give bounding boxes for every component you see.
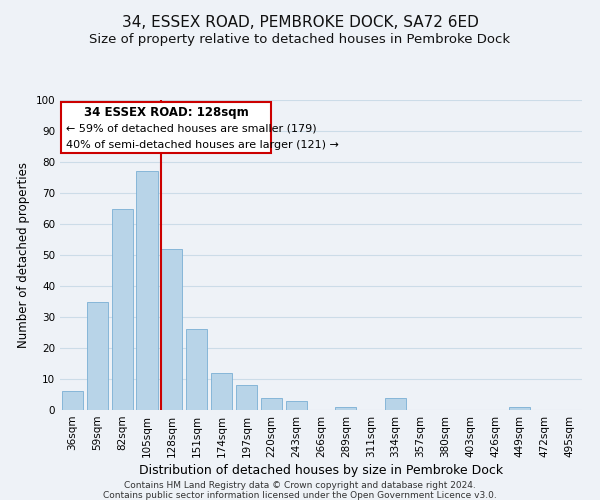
Bar (335, 407, 356, 410)
Text: 34 ESSEX ROAD: 128sqm: 34 ESSEX ROAD: 128sqm (84, 106, 248, 119)
Text: ← 59% of detached houses are smaller (179): ← 59% of detached houses are smaller (17… (66, 123, 317, 133)
FancyBboxPatch shape (61, 102, 271, 152)
Bar (509, 407, 530, 410)
Bar (136, 172, 158, 410)
Bar (286, 400, 307, 410)
Y-axis label: Number of detached properties: Number of detached properties (17, 162, 30, 348)
Bar (112, 208, 133, 410)
Text: Contains public sector information licensed under the Open Government Licence v3: Contains public sector information licen… (103, 491, 497, 500)
Text: Size of property relative to detached houses in Pembroke Dock: Size of property relative to detached ho… (89, 32, 511, 46)
Bar (211, 373, 232, 410)
Bar (87, 302, 108, 410)
Bar (385, 398, 406, 410)
Text: Contains HM Land Registry data © Crown copyright and database right 2024.: Contains HM Land Registry data © Crown c… (124, 481, 476, 490)
Bar (62, 392, 83, 410)
Text: 34, ESSEX ROAD, PEMBROKE DOCK, SA72 6ED: 34, ESSEX ROAD, PEMBROKE DOCK, SA72 6ED (122, 15, 478, 30)
Bar (186, 330, 207, 410)
Bar (261, 398, 282, 410)
X-axis label: Distribution of detached houses by size in Pembroke Dock: Distribution of detached houses by size … (139, 464, 503, 477)
Bar (161, 249, 182, 410)
Text: 40% of semi-detached houses are larger (121) →: 40% of semi-detached houses are larger (… (66, 140, 339, 150)
Bar (236, 385, 257, 410)
